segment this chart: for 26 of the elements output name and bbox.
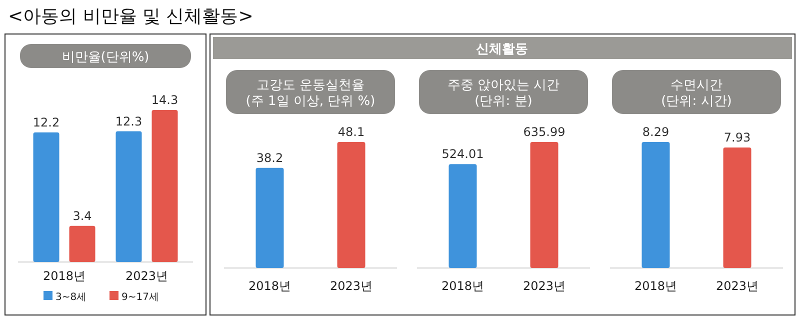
data-label: 14.3	[151, 93, 178, 107]
data-label: 12.2	[32, 115, 60, 130]
chart-title: 수면시간 (단위: 시간)	[661, 78, 732, 109]
x-tick-label: 2023년	[330, 279, 373, 293]
x-tick-label: 2023년	[716, 279, 759, 293]
x-tick-label: 2018년	[42, 269, 86, 283]
data-label: 524.01	[442, 147, 484, 162]
x-tick-label: 2018년	[634, 279, 678, 293]
text: <아동의 비만율 및 신체활동>	[8, 6, 254, 27]
data-label: 7.93	[724, 130, 751, 144]
chart-title: 비만율(단위%)	[62, 50, 150, 65]
text: 신체활동	[476, 42, 528, 57]
chart-title: 주중 앉아있는 시간 (단위: 분)	[447, 78, 560, 109]
legend-label: 9~17세	[122, 292, 159, 303]
data-label: 635.99	[523, 125, 566, 139]
x-tick-label: 2018년	[441, 279, 484, 293]
data-label: 48.1	[338, 125, 365, 139]
x-tick-label: 2023년	[125, 269, 168, 283]
legend-label: 3~8세	[56, 292, 87, 303]
x-tick-label: 2023년	[522, 279, 566, 293]
data-label: 3.4	[72, 208, 92, 223]
data-label: 38.2	[256, 150, 284, 165]
chart-title: 고강도 운동실천율 (주 1일 이상, 단위 %)	[246, 78, 376, 109]
data-label: 8.29	[642, 125, 670, 139]
x-tick-label: 2018년	[248, 279, 292, 293]
data-label: 12.3	[115, 114, 142, 128]
